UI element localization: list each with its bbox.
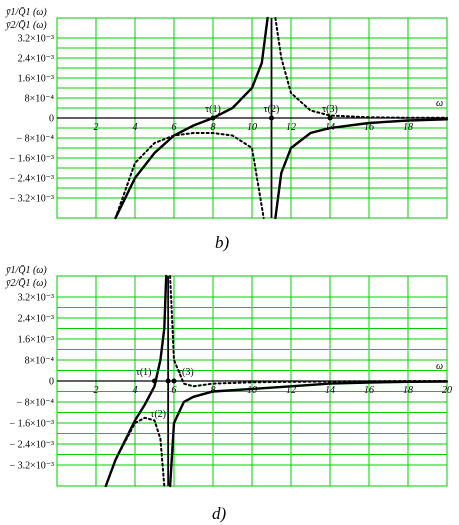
y-tick-label: − 1.6×10⁻³ [9,154,54,165]
y-tick-label: 2.4×10⁻³ [18,54,54,65]
x-tick-label: 10 [247,385,257,396]
y-tick-label: 1.6×10⁻³ [18,335,54,346]
tau-point [152,378,157,384]
y-tick-label: 2.4×10⁻³ [18,314,54,325]
tau-label: τ(2) [264,104,280,115]
x-tick-label: 12 [286,385,296,396]
x-tick-label: 2 [94,385,99,396]
y-tick-label: 1.6×10⁻³ [18,74,54,85]
x-tick-label: 16 [364,122,374,133]
x-axis-label: ω [436,361,443,372]
tau-point [269,115,274,121]
x-axis-label: ω [436,98,443,109]
tau-label: τ(1) [136,367,152,378]
x-tick-label: 10 [247,122,257,133]
series-line-y2 [274,17,448,119]
series-line-y2 [114,132,265,219]
chart-caption: d) [212,504,227,523]
y-tick-label: − 2.4×10⁻³ [9,440,54,451]
chart-d: 3.2×10⁻³ 2.4×10⁻³ 1.6×10⁻³ 8×10⁻⁴ 0 − 8×10⁻⁴ −… [5,264,452,523]
y-tick-label: − 1.6×10⁻³ [9,419,54,430]
y-tick-label: − 2.4×10⁻³ [9,174,54,185]
tau-point [171,378,177,384]
y-tick-label: − 3.2×10⁻³ [9,461,54,472]
series-line-y2 [104,416,166,487]
y-axis-label-1: ȳ1/Q̄1 (ω) [5,6,47,18]
series-line-y1 [168,380,449,488]
tau-label: τ(3) [178,367,194,378]
x-tick-label: 2 [94,122,99,133]
y-axis-label-1: ȳ1/Q̄1 (ω) [5,264,47,276]
chart-caption: b) [215,233,230,252]
y-tick-label: 3.2×10⁻³ [18,293,54,304]
y-tick-label: 8×10⁻⁴ [25,356,55,367]
x-tick-label: 18 [403,122,413,133]
y-tick-label: 8×10⁻⁴ [25,94,55,105]
tau-label: τ(2) [150,409,166,420]
tau-label: τ(3) [322,104,338,115]
series-line-y2 [169,275,448,388]
series-line-y1 [114,16,269,220]
x-tick-label: 14 [325,385,335,396]
x-tick-label: 12 [286,122,296,133]
chart-b: 3.2×10⁻³ 2.4×10⁻³ 1.6×10⁻³ 8×10⁻⁴ 0 − 8×10⁻⁴ −… [5,6,449,252]
y-tick-label: − 8×10⁻⁴ [16,398,54,409]
x-tick-label: 4 [133,122,138,133]
x-tick-label: 20 [442,385,452,396]
tau-label: τ(1) [205,104,221,115]
y-tick-label: 3.2×10⁻³ [18,34,54,45]
tau-point [165,378,171,384]
y-tick-label: − 3.2×10⁻³ [9,194,54,205]
y-axis-label-2: ȳ2/Q̄1 (ω) [5,19,47,31]
x-tick-label: 6 [172,385,177,396]
tau-point [210,115,216,121]
x-tick-label: 8 [211,122,216,133]
x-tick-label: 18 [403,385,413,396]
x-tick-label: 4 [133,385,138,396]
x-tick-label: 6 [172,122,177,133]
series-line-y1 [274,118,449,220]
y-tick-label: − 8×10⁻⁴ [16,134,54,145]
y-tick-label: 0 [49,114,54,125]
y-axis-label-2: ȳ2/Q̄1 (ω) [5,277,47,289]
tau-point [327,115,333,121]
x-tick-label: 16 [364,385,374,396]
y-tick-label: 0 [49,377,54,388]
